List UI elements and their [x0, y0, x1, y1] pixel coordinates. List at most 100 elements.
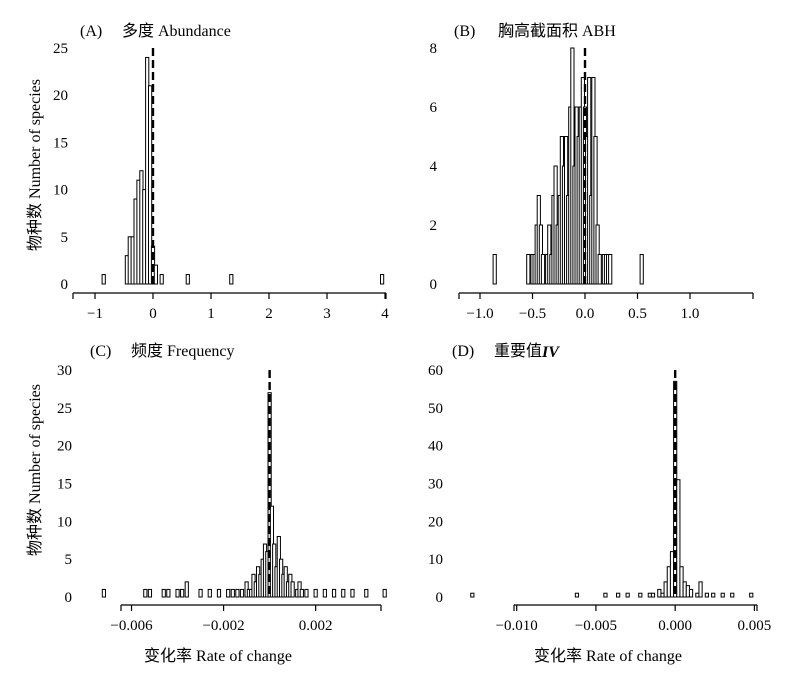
panel-b-y-tick-label: 0	[430, 277, 438, 293]
panel-b-bar	[639, 254, 644, 285]
panel-d-y-tick-label: 10	[428, 552, 443, 568]
panel-c-label: (C)	[90, 343, 111, 360]
panel-b-x-tick-label: −0.5	[519, 306, 546, 322]
panel-a-bar	[148, 85, 153, 285]
panel-d: (D) 重要值 IV 变化率 Rate of change −0.010 −0.0…	[428, 342, 771, 665]
panel-b-x-tick-label: 0.0	[576, 306, 595, 322]
panel-b-y-tick-label: 2	[430, 218, 438, 234]
panel-d-bar	[650, 592, 656, 598]
panel-c-bar	[290, 581, 295, 598]
panel-c-xlabel: 变化率 Rate of change	[144, 647, 292, 665]
panel-d-bar	[688, 588, 694, 598]
panel-d-y-tick-label: 20	[428, 514, 443, 530]
panel-b-bar	[597, 254, 602, 285]
panel-d-bar	[470, 592, 475, 598]
panel-c-y-tick-label: 25	[57, 401, 72, 417]
panel-d-bar	[698, 581, 703, 598]
panel-b-bar	[492, 254, 497, 285]
panel-c-y-tick-label: 30	[57, 363, 72, 379]
panel-a-y-tick-label: 10	[53, 183, 68, 199]
panel-a-y-tick-label: 0	[61, 277, 69, 293]
panel-c-y-tick-label: 5	[65, 552, 73, 568]
panel-a-x-tick-label: −1	[87, 306, 103, 322]
panel-d-x-tick-label: 0.000	[658, 618, 692, 634]
panel-a-x-tick-label: 1	[207, 306, 215, 322]
panel-c-bar	[147, 588, 153, 598]
panel-d-x-tick-label: −0.005	[575, 618, 617, 634]
panel-b-y-tick-label: 8	[430, 41, 438, 57]
panel-c-bar	[331, 588, 337, 598]
panel-c: (C) 频度 Frequency 物种数 Number of species 变…	[26, 342, 387, 665]
panel-d-y-tick-label: 60	[428, 363, 443, 379]
panel-b-x-tick-label: 1.0	[681, 306, 700, 322]
panel-c-x-tick-label: −0.006	[110, 618, 153, 634]
panel-b-x-tick-label: −1.0	[466, 306, 493, 322]
panel-c-bar	[299, 588, 304, 598]
panel-c-bar	[382, 588, 387, 598]
panel-c-bar	[101, 588, 107, 598]
panel-b-title: 胸高截面积 ABH	[498, 22, 616, 40]
panel-d-x-tick-label: 0.005	[738, 618, 772, 634]
panel-c-x-tick-label: −0.002	[202, 618, 244, 634]
panel-c-x-tick-label: 0.002	[299, 618, 333, 634]
panel-d-label: (D)	[452, 343, 474, 360]
panel-c-ylabel: 物种数 Number of species	[26, 384, 44, 556]
panel-d-bar	[638, 592, 643, 598]
panel-b-bar	[540, 254, 546, 285]
panel-b-bar	[587, 77, 592, 285]
panel-d-bar	[616, 592, 621, 598]
panel-a-bar	[153, 264, 159, 285]
panel-a-x-tick-label: 4	[381, 306, 389, 322]
panel-b-x-tick-label: 0.5	[628, 306, 647, 322]
panel-d-y-tick-label: 40	[428, 439, 443, 455]
panel-b-bar	[608, 254, 613, 285]
panel-c-bar	[143, 588, 148, 598]
panel-c-y-tick-label: 10	[57, 514, 72, 530]
panel-d-bar	[625, 592, 630, 598]
panel-a-x-tick-label: 2	[265, 306, 273, 322]
panel-d-title: 重要值	[494, 342, 542, 360]
panel-a-bar	[229, 274, 234, 285]
panel-c-bar	[235, 588, 240, 598]
panel-c-bar	[313, 588, 318, 598]
panel-d-bar	[730, 592, 735, 598]
panel-d-y-tick-label: 0	[436, 590, 444, 606]
panel-d-x-tick-label: −0.010	[496, 618, 538, 634]
panel-c-bar	[166, 588, 171, 598]
panel-c-bar	[364, 588, 369, 598]
panel-a-bar	[101, 274, 106, 285]
panel-a-y-tick-label: 15	[53, 135, 68, 151]
panel-d-y-tick-label: 30	[428, 477, 443, 493]
panel-a-x-tick-label: 0	[149, 306, 157, 322]
panel-d-bar	[749, 592, 754, 598]
panel-c-bar	[304, 588, 309, 598]
panel-c-bar	[180, 588, 185, 598]
panel-d-title-iv: IV	[541, 344, 560, 361]
panel-c-bar	[161, 588, 166, 598]
panel-d-bar	[704, 592, 709, 598]
panel-a-y-tick-label: 20	[53, 88, 68, 104]
panel-d-y-tick-label: 50	[428, 401, 443, 417]
panel-c-bar	[230, 588, 235, 598]
panel-c-bar	[350, 588, 355, 598]
panel-c-bar	[184, 581, 189, 598]
panel-a-bar	[159, 274, 164, 285]
panel-b: (B) 胸高截面积 ABH −1.0 −0.5 0.0 0.5 1.0 0 2 4 6 8	[430, 22, 754, 322]
panel-c-bar	[175, 588, 180, 598]
panel-d-bar	[676, 479, 681, 598]
panel-a-bar	[185, 274, 190, 285]
panel-d-bar	[603, 592, 608, 598]
panel-c-bar	[341, 588, 346, 598]
panel-c-y-tick-label: 20	[57, 439, 72, 455]
panel-d-bar	[720, 592, 725, 598]
panel-c-bar	[198, 588, 203, 598]
panel-b-label: (B)	[454, 23, 475, 40]
panel-c-bar	[239, 588, 245, 598]
panel-c-title: 频度 Frequency	[131, 342, 235, 360]
panel-a-y-tick-label: 25	[53, 41, 68, 57]
panel-c-y-tick-label: 0	[65, 590, 73, 606]
panel-c-bar	[207, 588, 212, 598]
panel-a: (A) 多度 Abundance 物种数 Number of species −…	[26, 22, 389, 322]
panel-c-y-tick-label: 15	[57, 477, 72, 493]
panel-a-title: 多度 Abundance	[122, 22, 231, 40]
